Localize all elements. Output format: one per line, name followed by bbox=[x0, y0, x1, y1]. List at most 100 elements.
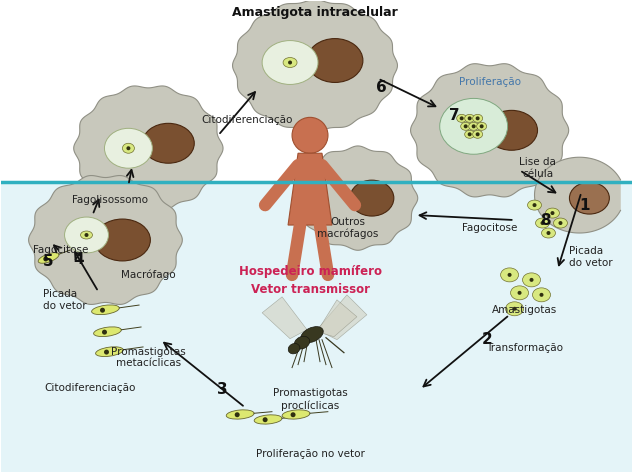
Polygon shape bbox=[317, 295, 367, 340]
Text: Fagocitose: Fagocitose bbox=[33, 245, 88, 255]
Text: 3: 3 bbox=[217, 382, 227, 397]
Circle shape bbox=[532, 203, 537, 207]
Ellipse shape bbox=[283, 58, 297, 68]
Ellipse shape bbox=[473, 131, 482, 138]
Circle shape bbox=[235, 412, 240, 417]
Polygon shape bbox=[232, 0, 398, 131]
Ellipse shape bbox=[301, 327, 323, 343]
Polygon shape bbox=[317, 300, 357, 337]
Ellipse shape bbox=[486, 110, 537, 150]
Ellipse shape bbox=[80, 231, 92, 239]
Text: Citodiferenciação: Citodiferenciação bbox=[45, 383, 136, 393]
Ellipse shape bbox=[142, 123, 194, 163]
Circle shape bbox=[292, 117, 328, 153]
Ellipse shape bbox=[254, 415, 282, 424]
Circle shape bbox=[541, 221, 544, 225]
Circle shape bbox=[475, 132, 480, 136]
Circle shape bbox=[513, 307, 517, 311]
Ellipse shape bbox=[94, 219, 151, 261]
Ellipse shape bbox=[226, 410, 254, 419]
Ellipse shape bbox=[94, 327, 122, 337]
Text: 7: 7 bbox=[449, 108, 460, 123]
Bar bbox=[1, 182, 632, 473]
Circle shape bbox=[472, 124, 475, 128]
Circle shape bbox=[464, 124, 468, 128]
Ellipse shape bbox=[541, 228, 556, 238]
Text: Citodiferenciação: Citodiferenciação bbox=[201, 115, 293, 125]
Circle shape bbox=[85, 233, 89, 237]
Circle shape bbox=[508, 273, 511, 277]
Text: 6: 6 bbox=[377, 80, 387, 95]
Text: 8: 8 bbox=[540, 212, 551, 228]
Ellipse shape bbox=[523, 273, 541, 287]
Circle shape bbox=[518, 291, 522, 295]
Circle shape bbox=[100, 308, 105, 313]
Circle shape bbox=[530, 278, 534, 282]
Ellipse shape bbox=[570, 182, 610, 214]
Text: Outros
macrófagos: Outros macrófagos bbox=[317, 217, 379, 239]
Circle shape bbox=[480, 124, 484, 128]
Circle shape bbox=[558, 221, 563, 225]
Text: Amastigota intracelular: Amastigota intracelular bbox=[232, 6, 398, 19]
Ellipse shape bbox=[536, 218, 549, 228]
Ellipse shape bbox=[532, 288, 551, 302]
Text: Fagocitose: Fagocitose bbox=[462, 223, 517, 233]
Circle shape bbox=[546, 231, 551, 235]
Circle shape bbox=[460, 116, 464, 120]
Polygon shape bbox=[262, 297, 307, 339]
Text: Picada
do vetor: Picada do vetor bbox=[570, 246, 613, 268]
Ellipse shape bbox=[511, 286, 529, 300]
Polygon shape bbox=[28, 175, 182, 305]
Text: Fagolisossomo: Fagolisossomo bbox=[72, 195, 149, 205]
Polygon shape bbox=[288, 153, 332, 225]
Circle shape bbox=[291, 412, 296, 417]
Text: Proliferação no vetor: Proliferação no vetor bbox=[256, 449, 365, 459]
Ellipse shape bbox=[553, 218, 567, 228]
Circle shape bbox=[104, 350, 109, 355]
Ellipse shape bbox=[282, 410, 310, 419]
Ellipse shape bbox=[65, 217, 108, 253]
Circle shape bbox=[127, 146, 130, 150]
Circle shape bbox=[475, 116, 480, 120]
Ellipse shape bbox=[546, 208, 560, 218]
Ellipse shape bbox=[122, 143, 134, 153]
Bar bbox=[1, 0, 632, 182]
Ellipse shape bbox=[350, 180, 394, 216]
Polygon shape bbox=[298, 146, 418, 250]
Text: Lise da
célula: Lise da célula bbox=[519, 158, 556, 179]
Text: 4: 4 bbox=[73, 253, 84, 267]
Circle shape bbox=[43, 256, 48, 262]
Circle shape bbox=[468, 132, 472, 136]
Text: Transformação: Transformação bbox=[486, 342, 563, 353]
Ellipse shape bbox=[477, 123, 487, 131]
Ellipse shape bbox=[288, 343, 300, 354]
Text: Macrófago: Macrófago bbox=[121, 270, 176, 280]
Polygon shape bbox=[534, 157, 621, 233]
Ellipse shape bbox=[92, 305, 119, 315]
Circle shape bbox=[263, 417, 268, 422]
Ellipse shape bbox=[465, 114, 475, 123]
Ellipse shape bbox=[294, 336, 310, 349]
Circle shape bbox=[102, 330, 107, 334]
Ellipse shape bbox=[38, 253, 59, 263]
Text: Hospedeiro mamífero: Hospedeiro mamífero bbox=[239, 265, 382, 279]
Circle shape bbox=[288, 61, 292, 64]
Text: Proliferação: Proliferação bbox=[459, 78, 520, 88]
Ellipse shape bbox=[262, 41, 318, 85]
Text: 2: 2 bbox=[482, 332, 493, 347]
Ellipse shape bbox=[456, 114, 467, 123]
Ellipse shape bbox=[307, 39, 363, 82]
Ellipse shape bbox=[461, 123, 471, 131]
Ellipse shape bbox=[96, 347, 123, 357]
Polygon shape bbox=[73, 86, 223, 210]
Ellipse shape bbox=[440, 98, 508, 154]
Ellipse shape bbox=[104, 128, 153, 168]
Ellipse shape bbox=[473, 114, 482, 123]
Text: Vetor transmissor: Vetor transmissor bbox=[251, 283, 370, 297]
Ellipse shape bbox=[468, 123, 479, 131]
Text: 5: 5 bbox=[43, 254, 54, 270]
Ellipse shape bbox=[506, 302, 523, 316]
Text: Picada
do vetor: Picada do vetor bbox=[42, 289, 86, 311]
Circle shape bbox=[539, 293, 544, 297]
Polygon shape bbox=[411, 64, 568, 197]
